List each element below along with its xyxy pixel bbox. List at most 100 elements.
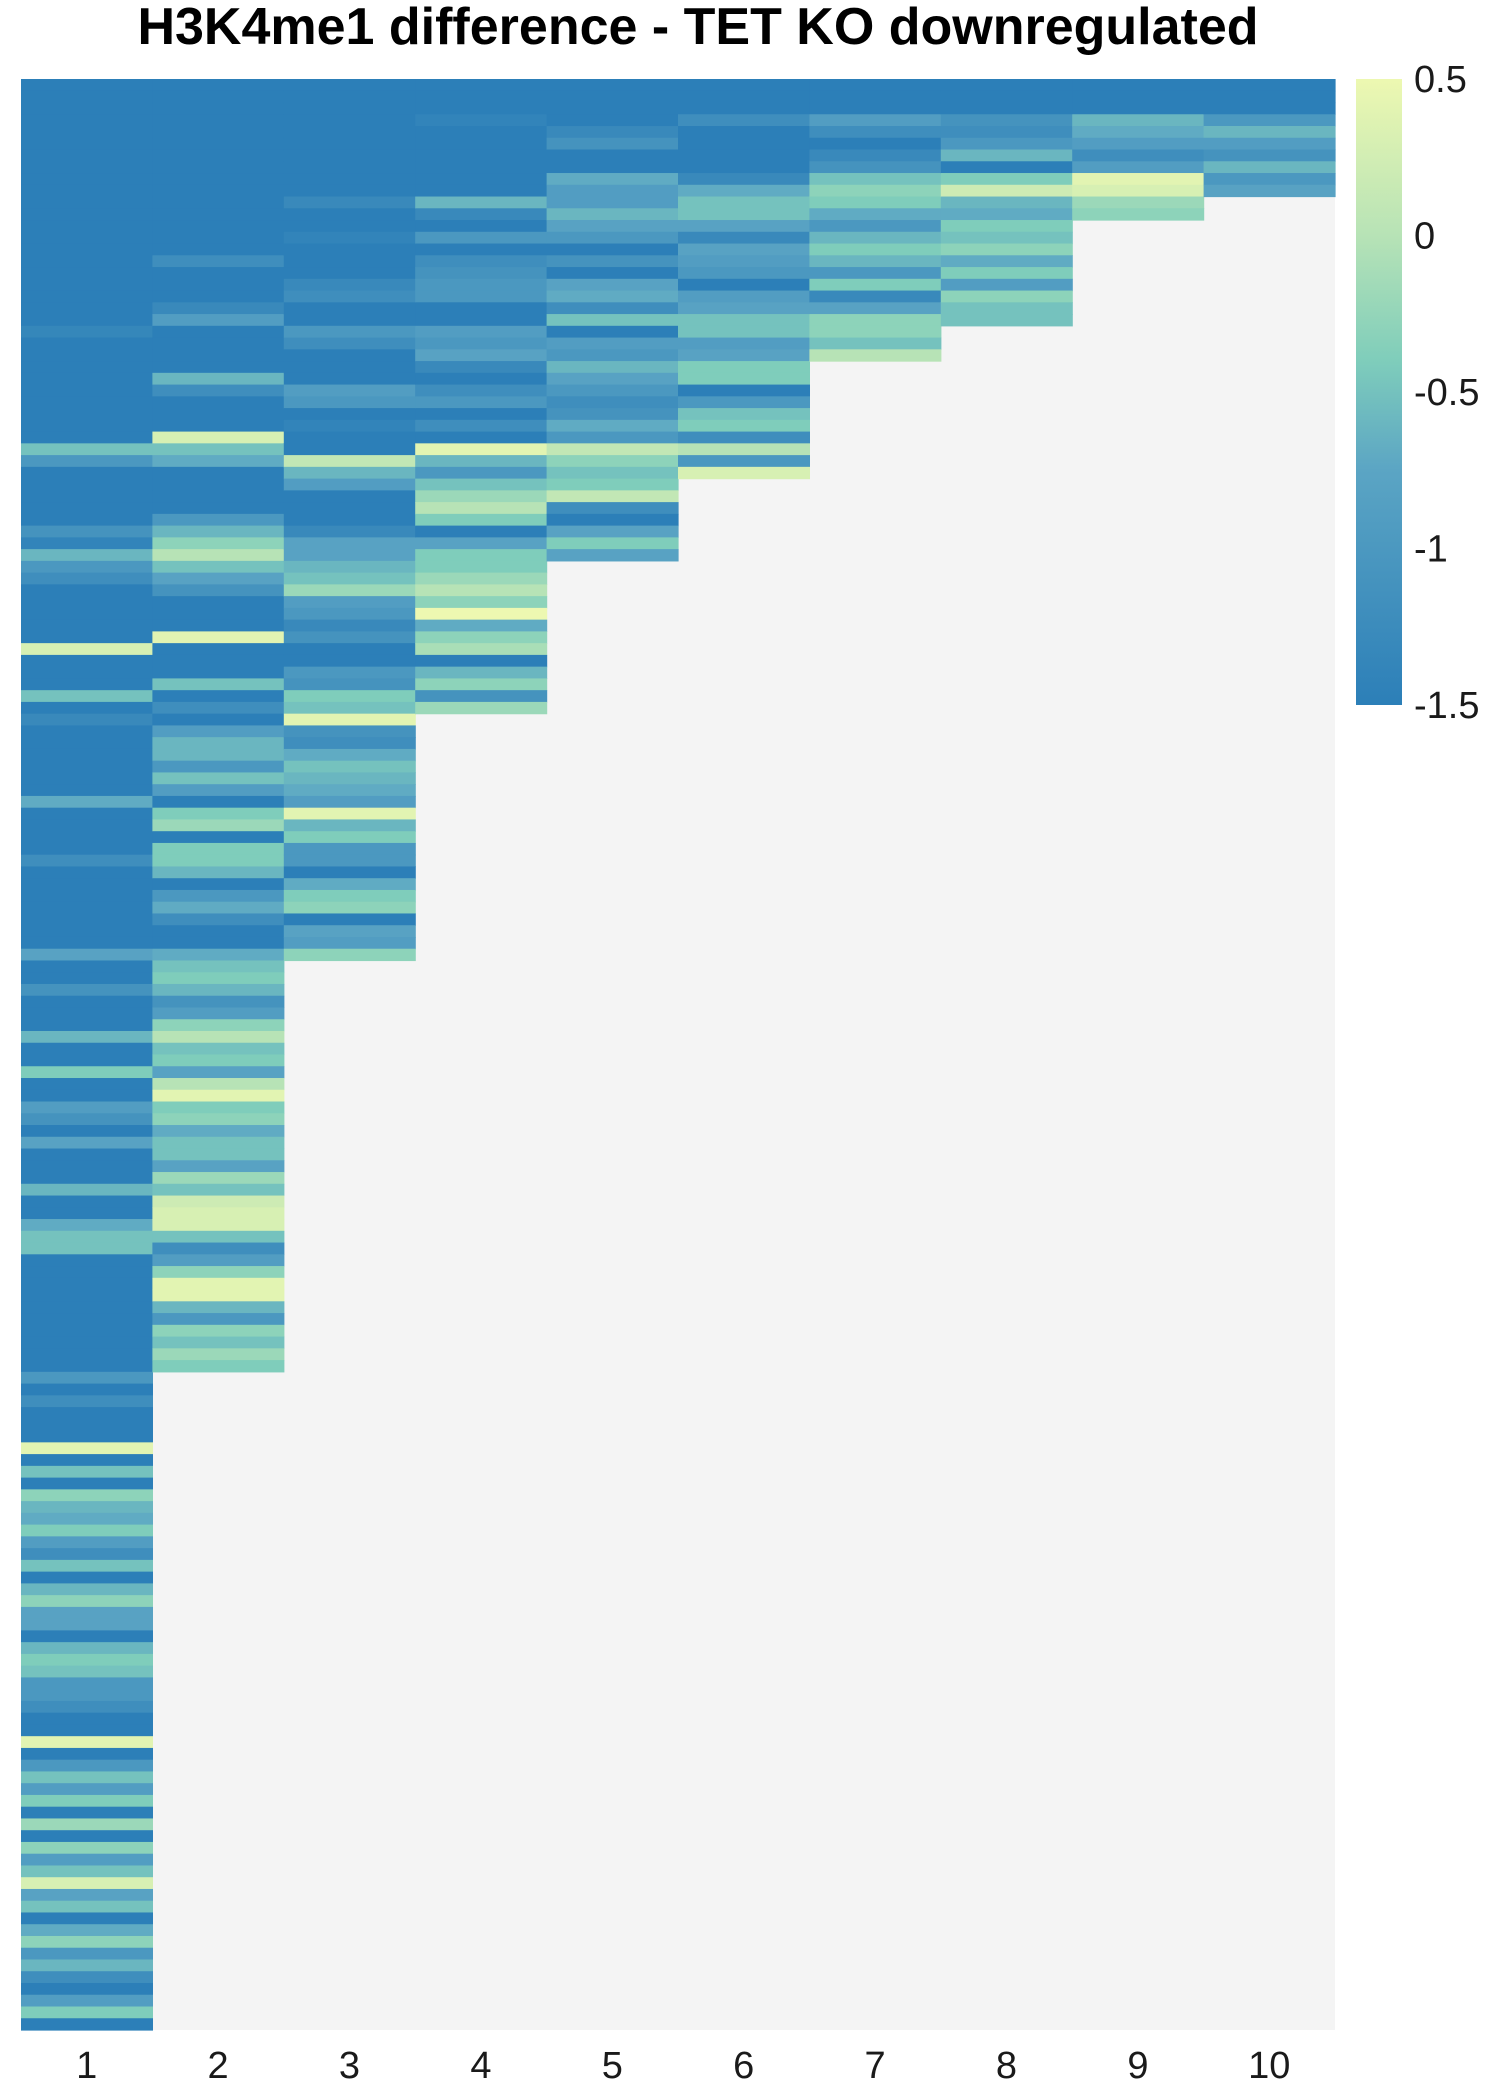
x-tick-label: 2	[208, 2045, 229, 2087]
heatmap-cell	[152, 1360, 285, 1373]
heatmap-cell	[21, 1959, 153, 1972]
heatmap-cell	[152, 831, 285, 844]
colorbar-tick-label: 0	[1414, 216, 1435, 258]
heatmap-cell	[415, 267, 548, 280]
heatmap-cell	[21, 243, 153, 256]
heatmap-cell	[678, 161, 810, 174]
heatmap-cell	[546, 302, 679, 315]
heatmap-cell	[1203, 79, 1336, 92]
heatmap-cell	[283, 220, 416, 233]
heatmap-cell	[152, 302, 285, 315]
heatmap-cell	[21, 701, 153, 715]
heatmap-cell	[283, 807, 416, 821]
heatmap-cell	[283, 361, 416, 374]
heatmap-cell	[678, 419, 810, 433]
heatmap-cell	[152, 196, 285, 209]
heatmap-cell	[940, 278, 1073, 292]
heatmap-cell	[678, 466, 810, 480]
heatmap-cell	[152, 478, 285, 491]
heatmap-cell	[415, 161, 548, 174]
heatmap-cell	[21, 1007, 153, 1020]
heatmap-cell	[546, 325, 679, 339]
x-tick-label: 8	[996, 2045, 1017, 2087]
heatmap-cell	[21, 1571, 153, 1584]
heatmap-cell	[283, 525, 416, 538]
heatmap-cell	[21, 1066, 153, 1079]
heatmap-cell	[940, 137, 1073, 151]
heatmap-cell	[283, 901, 416, 915]
heatmap-cell	[21, 337, 153, 350]
heatmap-cell	[21, 1301, 153, 1314]
heatmap-cell	[152, 255, 285, 268]
heatmap-cell	[1072, 196, 1205, 209]
heatmap-cell	[21, 807, 153, 821]
heatmap-cell	[152, 396, 285, 409]
heatmap-cell	[415, 372, 548, 386]
heatmap-cell	[152, 1195, 285, 1208]
heatmap-cell	[809, 137, 942, 151]
heatmap-cell	[940, 149, 1073, 162]
heatmap-cell	[21, 1289, 153, 1302]
heatmap-cell	[1203, 90, 1336, 104]
heatmap-cell	[678, 173, 810, 186]
heatmap-cell	[21, 1747, 153, 1761]
heatmap-cell	[678, 384, 810, 397]
heatmap-cell	[1203, 161, 1336, 174]
heatmap-cell	[415, 572, 548, 585]
heatmap-cell	[283, 713, 416, 727]
heatmap-cell	[1072, 184, 1205, 198]
heatmap-cell	[152, 1066, 285, 1079]
heatmap-cell	[1072, 114, 1205, 127]
x-tick-label: 3	[339, 2045, 360, 2087]
heatmap-cell	[21, 819, 153, 832]
heatmap-cell	[940, 243, 1073, 256]
heatmap-cell	[21, 983, 153, 997]
heatmap-cell	[678, 443, 810, 456]
heatmap-cell	[152, 866, 285, 879]
heatmap-cell	[678, 349, 810, 362]
heatmap-cell	[546, 173, 679, 186]
heatmap-cell	[152, 126, 285, 139]
heatmap-cell	[152, 807, 285, 821]
heatmap-cell	[21, 654, 153, 668]
heatmap-cell	[678, 196, 810, 209]
heatmap-cell	[940, 102, 1073, 115]
heatmap-cell	[678, 278, 810, 292]
x-axis-ticks: 1 2 3 4 5 6 7 8 9 10	[76, 2045, 1290, 2087]
heatmap-cell	[21, 196, 153, 209]
heatmap-cell	[546, 102, 679, 115]
heatmap-cell	[283, 455, 416, 468]
heatmap-cell	[809, 208, 942, 221]
heatmap-cell	[283, 490, 416, 503]
heatmap-cell	[415, 290, 548, 303]
heatmap-cell	[940, 90, 1073, 104]
heatmap-cell	[283, 184, 416, 198]
heatmap-cell	[21, 584, 153, 597]
heatmap-cell	[283, 208, 416, 221]
heatmap-cell	[678, 79, 810, 92]
heatmap-cell	[415, 302, 548, 315]
heatmap-cell	[21, 1971, 153, 1984]
heatmap-cell	[152, 79, 285, 92]
heatmap-cell	[415, 255, 548, 268]
heatmap-cell	[21, 1207, 153, 1220]
heatmap-cell	[21, 278, 153, 292]
heatmap-cell	[546, 384, 679, 397]
heatmap-cell	[21, 149, 153, 162]
colorbar-tick-label: 0.5	[1414, 59, 1467, 101]
heatmap-cell	[940, 161, 1073, 174]
heatmap-cell	[283, 102, 416, 115]
heatmap-cell	[21, 1125, 153, 1138]
heatmap-cell	[283, 255, 416, 268]
heatmap-cell	[546, 408, 679, 421]
heatmap-cell	[940, 126, 1073, 139]
heatmap-cell	[152, 1207, 285, 1220]
heatmap-cell	[152, 701, 285, 715]
heatmap-cell	[1203, 184, 1336, 198]
heatmap-cell	[546, 372, 679, 386]
heatmap-cell	[152, 231, 285, 245]
heatmap-cell	[21, 1160, 153, 1173]
heatmap-cell	[940, 114, 1073, 127]
heatmap-cell	[152, 725, 285, 738]
heatmap-cell	[152, 1266, 285, 1279]
